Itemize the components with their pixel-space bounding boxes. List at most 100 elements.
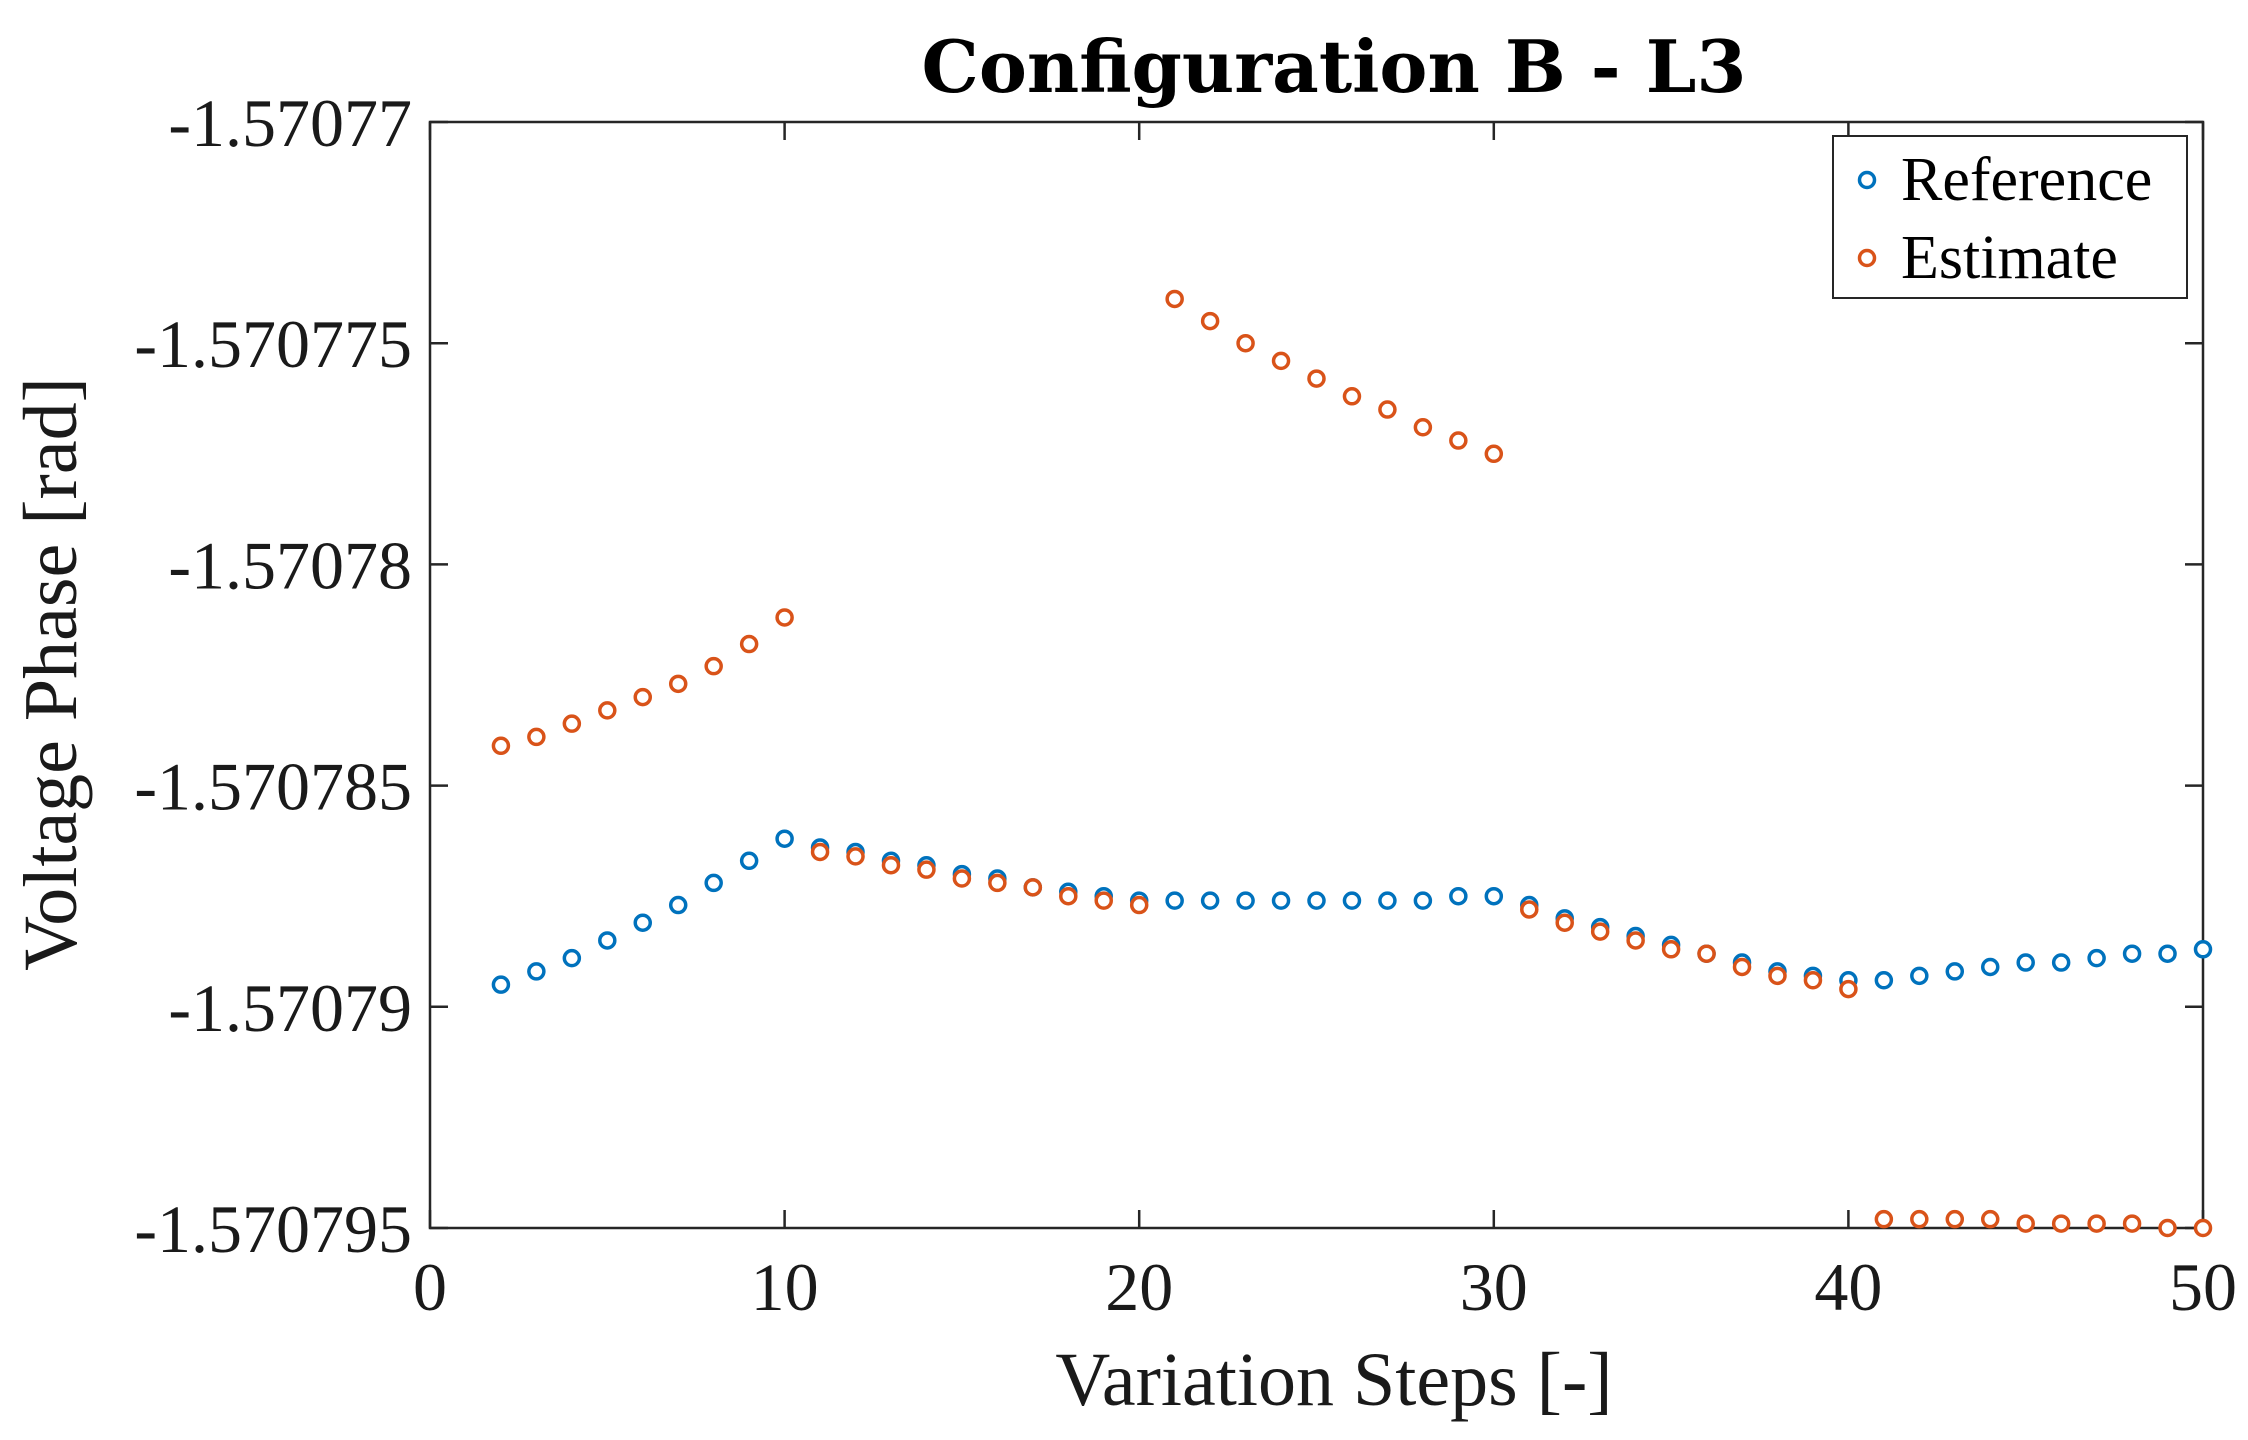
estimate-point [1590, 922, 1610, 941]
reference-point [1307, 891, 1326, 910]
estimate-point [1449, 431, 1468, 450]
data-marks [491, 289, 2213, 1238]
legend-marker-estimate [1857, 248, 1877, 268]
reference-point [704, 873, 723, 893]
estimate-point [598, 701, 617, 720]
estimate-point [1094, 891, 1113, 910]
estimate-point [562, 714, 582, 733]
axis-ticks: 0 10 20 30 40 50 -1.57077 -1.570775 -1.57078 -1.5… [134, 85, 2237, 1325]
estimate-point [952, 869, 972, 888]
y-tick-label: -1.570785 [134, 749, 412, 825]
estimate-point [2051, 1214, 2071, 1233]
estimate-point [1874, 1209, 1894, 1229]
reference-point [598, 931, 617, 950]
estimate-point [1484, 444, 1504, 464]
x-tick-label: 20 [1105, 1249, 1173, 1325]
estimate-point [1839, 979, 1858, 999]
reference-point [668, 895, 688, 915]
legend: Reference Estimate [1832, 135, 2188, 299]
estimate-point [633, 687, 653, 707]
x-tick-label: 50 [2169, 1249, 2237, 1325]
x-tick-label: 0 [413, 1249, 447, 1325]
estimate-point [1768, 966, 1787, 986]
estimate-point [810, 842, 830, 862]
legend-label-reference: Reference [1901, 146, 2152, 214]
reference-point [1378, 891, 1397, 910]
chart-title: Configuration B - L3 [922, 24, 1747, 109]
reference-point [1236, 891, 1255, 910]
reference-point [491, 975, 511, 994]
estimate-point [527, 727, 546, 747]
reference-point [527, 962, 546, 981]
estimate-point [775, 608, 794, 627]
reference-point [633, 913, 653, 932]
reference-point [1449, 886, 1468, 906]
reference-point [1342, 891, 1362, 910]
reference-point [1980, 957, 2000, 977]
estimate-point [2193, 1218, 2213, 1238]
reference-point [1413, 891, 1433, 910]
legend-marker-reference [1857, 170, 1877, 190]
estimate-point [1697, 944, 1716, 963]
estimate-point [1661, 940, 1681, 959]
estimate-point [917, 860, 936, 879]
estimate-point [1626, 931, 1645, 950]
legend-label-estimate: Estimate [1901, 224, 2118, 292]
reference-point [1910, 966, 1929, 986]
y-axis-label: Voltage Phase [rad] [9, 377, 93, 971]
series-estimate [491, 289, 2213, 1238]
estimate-point [2158, 1218, 2177, 1238]
estimate-point [1555, 913, 1574, 932]
x-tick-label: 30 [1460, 1249, 1528, 1325]
estimate-point [1413, 418, 1433, 437]
estimate-point [881, 855, 901, 875]
estimate-point [1307, 369, 1326, 388]
series-reference [491, 829, 2213, 994]
reference-point [2122, 944, 2142, 963]
estimate-point [491, 736, 511, 756]
x-axis-label: Variation Steps [-] [1055, 1338, 1612, 1422]
reference-point [562, 948, 582, 968]
estimate-point [668, 674, 688, 694]
estimate-point [2087, 1214, 2106, 1233]
reference-point [2193, 940, 2213, 959]
reference-point [2016, 953, 2035, 972]
x-tick-label: 10 [751, 1249, 819, 1325]
estimate-point [2122, 1214, 2142, 1233]
estimate-point [846, 847, 865, 866]
reference-point [1945, 962, 1965, 981]
reference-point [1874, 971, 1894, 990]
estimate-point [1342, 387, 1362, 406]
estimate-point [704, 656, 723, 676]
legend-box [1832, 135, 2188, 299]
estimate-point [1200, 311, 1220, 331]
reference-point [1271, 891, 1291, 910]
reference-point [1484, 886, 1504, 906]
estimate-point [1023, 878, 1043, 897]
estimate-point [1520, 900, 1539, 919]
estimate-point [1129, 895, 1149, 915]
plot-area [428, 120, 2205, 1230]
reference-point [2158, 944, 2177, 963]
estimate-point [988, 873, 1007, 893]
y-tick-label: -1.570795 [134, 1191, 412, 1267]
estimate-point [1236, 333, 1255, 353]
estimate-point [1271, 351, 1291, 371]
reference-point [1200, 891, 1220, 910]
y-tick-label: -1.57077 [168, 85, 412, 161]
reference-point [775, 829, 794, 848]
y-tick-label: -1.57079 [168, 970, 412, 1046]
estimate-point [1378, 400, 1397, 419]
y-tick-label: -1.570775 [134, 306, 412, 382]
estimate-point [1732, 957, 1752, 977]
reference-point [2051, 953, 2071, 972]
x-tick-label: 40 [1814, 1249, 1882, 1325]
estimate-point [2016, 1214, 2035, 1233]
estimate-point [1803, 971, 1823, 990]
plot-box [428, 120, 2205, 1230]
y-tick-label: -1.57078 [168, 527, 412, 603]
estimate-point [1059, 886, 1078, 906]
reference-point [739, 851, 759, 871]
estimate-point [1910, 1209, 1929, 1229]
